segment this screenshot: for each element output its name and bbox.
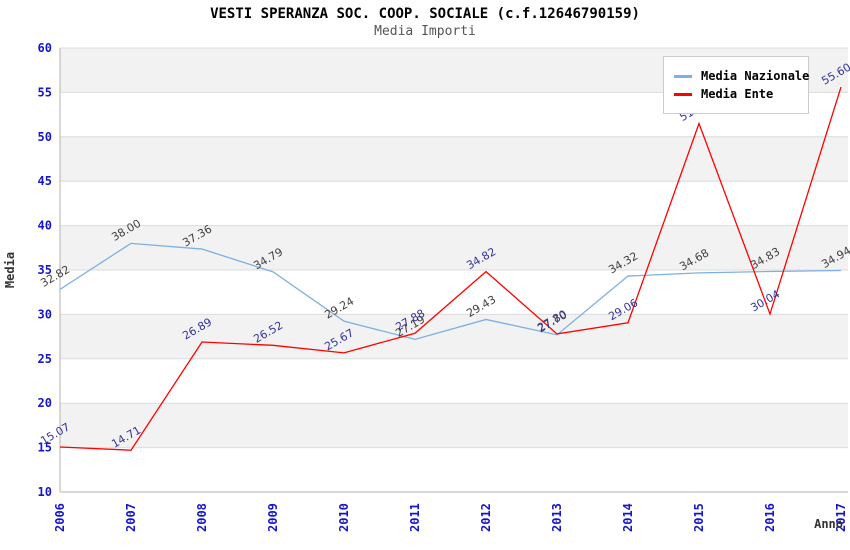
x-axis-tick-label: 2016	[763, 503, 777, 532]
x-axis-title: Anno	[814, 517, 843, 531]
plot-band	[60, 403, 848, 448]
y-axis-tick-label: 20	[38, 396, 52, 410]
plot-band	[60, 136, 848, 182]
plot-band	[60, 314, 848, 359]
series-line-media-ente	[59, 86, 842, 451]
series-line-media-nazionale	[59, 242, 842, 341]
x-axis-tick-label: 2014	[621, 503, 635, 532]
y-axis-tick-label: 45	[38, 174, 52, 188]
x-axis-tick-label: 2006	[53, 503, 67, 532]
x-axis-tick-label: 2012	[479, 503, 493, 532]
x-axis-tick-label: 2015	[692, 503, 706, 532]
plot-band	[60, 225, 848, 270]
x-axis-tick-label: 2013	[550, 503, 564, 532]
y-axis-tick-label: 30	[38, 307, 52, 321]
plot-band	[60, 270, 848, 315]
legend-item-media-nazionale: Media Nazionale	[674, 69, 809, 83]
y-axis-tick-label: 40	[38, 219, 52, 233]
media-ente-swatch-icon	[674, 92, 692, 96]
y-axis-tick-label: 15	[38, 441, 52, 455]
legend: Media Nazionale Media Ente	[663, 56, 809, 114]
y-axis-tick-label: 35	[38, 263, 52, 277]
plot-band	[60, 447, 848, 492]
page-subtitle: Media Importi	[374, 24, 476, 39]
legend-label-media-ente: Media Ente	[701, 87, 774, 101]
x-axis-tick-label: 2009	[266, 503, 280, 532]
y-axis-tick-label: 10	[38, 485, 52, 499]
y-axis-title: Media	[3, 252, 17, 288]
y-axis-tick-label: 50	[38, 130, 52, 144]
legend-item-media-ente: Media Ente	[674, 87, 798, 101]
legend-label-media-nazionale: Media Nazionale	[701, 69, 810, 83]
media-nazionale-swatch-icon	[674, 74, 692, 78]
plot-band	[60, 181, 848, 226]
y-axis-tick-label: 55	[38, 85, 52, 99]
x-axis-tick-label: 2008	[195, 503, 209, 532]
x-axis-tick-label: 2010	[337, 503, 351, 532]
page-title: VESTI SPERANZA SOC. COOP. SOCIALE (c.f.1…	[210, 6, 640, 22]
plot-band	[60, 358, 848, 404]
x-axis-tick-label: 2011	[408, 503, 422, 532]
y-axis-tick-label: 60	[38, 41, 52, 55]
x-axis-tick-label: 2007	[124, 503, 138, 532]
y-axis-tick-label: 25	[38, 352, 52, 366]
x-axis-tick-label: 2017	[834, 503, 848, 532]
